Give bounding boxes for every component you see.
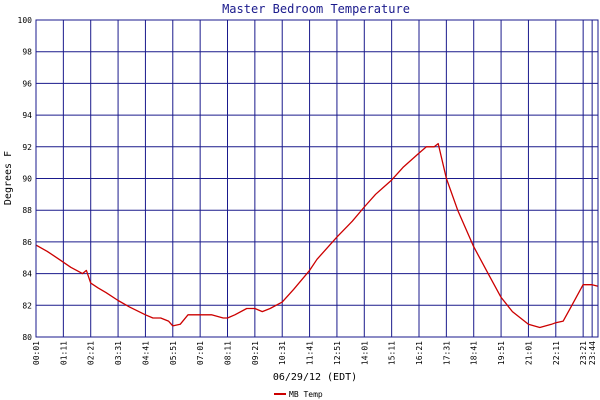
x-tick-label: 18:41 (470, 341, 479, 365)
y-tick-label: 94 (22, 111, 32, 120)
x-tick-label: 12:51 (333, 341, 342, 365)
x-tick-labels: 00:01 01:11 02:21 03:31 04:41 05:51 07:01 08:11… (32, 341, 597, 365)
y-tick-label: 92 (22, 143, 32, 152)
series-line-mb-temp (35, 142, 599, 329)
x-tick-label: 11:41 (306, 341, 315, 365)
y-tick-label: 80 (22, 333, 32, 342)
x-tick-label: 17:31 (442, 341, 451, 365)
x-tick-label: 01:11 (59, 341, 68, 365)
x-tick-label: 00:01 (32, 341, 41, 365)
grid-lines (35, 19, 598, 338)
x-axis-label: 06/29/12 (EDT) (273, 372, 357, 383)
x-tick-label: 05:51 (169, 341, 178, 365)
x-tick-label: 10:31 (278, 341, 287, 365)
y-tick-label: 90 (22, 175, 32, 184)
chart-title: Master Bedroom Temperature (222, 2, 410, 16)
x-tick-label: 19:51 (497, 341, 506, 365)
x-tick-label: 16:21 (415, 341, 424, 365)
y-tick-label: 96 (22, 79, 32, 88)
plot-frame (35, 19, 599, 338)
y-tick-label: 82 (22, 301, 32, 310)
x-tick-label: 07:01 (196, 341, 205, 365)
y-tick-label: 98 (22, 48, 32, 57)
x-tick-label: 03:31 (114, 341, 123, 365)
x-tick-label: 09:21 (251, 341, 260, 365)
x-tick-label: 14:01 (360, 341, 369, 365)
x-tick-label: 04:41 (141, 341, 150, 365)
x-tick-label: 23:44 (588, 341, 597, 365)
y-axis-label: Degrees F (3, 151, 14, 205)
x-tick-label: 08:11 (224, 341, 233, 365)
legend: MB Temp (274, 390, 323, 399)
plot-area (35, 142, 599, 329)
y-tick-label: 84 (22, 270, 32, 279)
x-tick-label: 21:01 (524, 341, 533, 365)
y-tick-label: 100 (18, 16, 33, 25)
y-tick-labels: 80 82 84 86 88 90 92 94 96 98 100 (18, 16, 33, 342)
x-tick-label: 22:11 (552, 341, 561, 365)
legend-label: MB Temp (289, 390, 323, 399)
y-tick-label: 88 (22, 206, 32, 215)
x-tick-label: 23:21 (579, 341, 588, 365)
x-tick-label: 02:21 (87, 341, 96, 365)
x-tick-label: 15:11 (388, 341, 397, 365)
y-tick-label: 86 (22, 238, 32, 247)
